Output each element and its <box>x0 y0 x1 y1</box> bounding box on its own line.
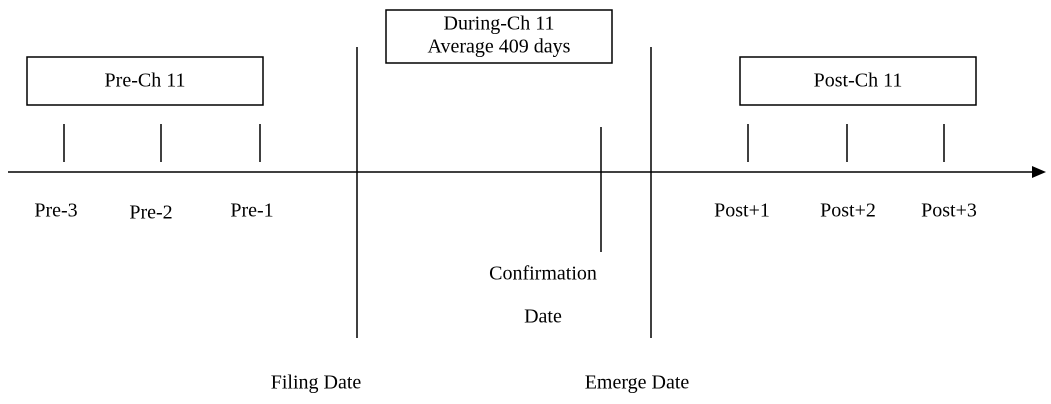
box-label: Average 409 days <box>428 36 571 58</box>
axis-arrow <box>1032 166 1046 178</box>
event-label: Date <box>524 306 562 328</box>
period-label: Post+2 <box>820 200 876 222</box>
period-label: Post+3 <box>921 200 977 222</box>
period-label: Pre-2 <box>129 202 172 224</box>
event-label: Emerge Date <box>585 372 690 394</box>
during-box <box>385 9 613 64</box>
post-box <box>739 56 977 106</box>
box-label: During-Ch 11 <box>444 13 555 35</box>
period-label: Pre-3 <box>34 200 77 222</box>
box-label: Pre-Ch 11 <box>105 70 186 92</box>
period-label: Post+1 <box>714 200 770 222</box>
pre-box <box>26 56 264 106</box>
period-label: Pre-1 <box>230 200 273 222</box>
event-label: Confirmation <box>489 263 597 285</box>
event-label: Filing Date <box>271 372 362 394</box>
box-label: Post-Ch 11 <box>814 70 903 92</box>
